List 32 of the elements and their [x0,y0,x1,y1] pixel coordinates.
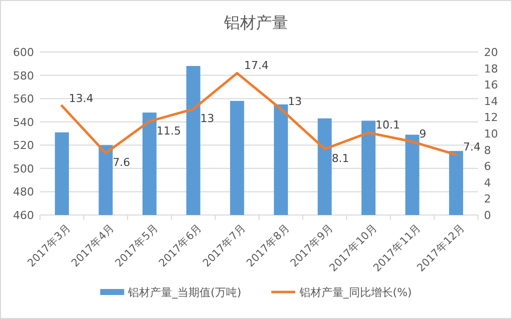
data-label: 13 [200,112,214,126]
data-label: 7.4 [463,140,481,154]
y2-tick-label: 6 [484,160,491,174]
y2-tick-label: 4 [484,176,491,190]
y2-tick-label: 2 [484,192,491,206]
y-tick-label: 520 [13,139,34,152]
y-tick-label: 480 [13,186,34,199]
data-label: 13 [288,95,302,108]
y2-tick-label: 12 [484,111,498,124]
y2-tick-label: 18 [484,62,498,76]
y-tick-label: 600 [13,46,34,59]
data-label: 17.4 [244,59,269,72]
y-tick-label: 460 [13,209,34,222]
data-label: 8.1 [332,152,350,165]
y-tick-label: 580 [13,69,34,82]
y2-tick-label: 0 [484,209,491,222]
legend-label: 铝材产量_同比增长(%) [298,286,412,299]
data-label: 10.1 [376,118,400,132]
y2-tick-label: 14 [484,94,498,108]
data-label: 9 [419,128,426,141]
data-label: 11.5 [156,124,181,138]
y-tick-label: 500 [13,162,34,176]
data-label: 7.6 [112,156,130,170]
y2-tick-label: 8 [484,144,491,157]
y2-tick-label: 20 [484,46,498,59]
y-tick-label: 560 [13,92,34,106]
y2-tick-label: 10 [484,128,498,140]
y2-tick-label: 16 [484,78,498,92]
chart-title: 铝材产量 [223,13,288,32]
legend-label: 铝材产量_当期值(万吨) [127,286,242,299]
y-tick-label: 540 [13,116,34,129]
data-label: 13.4 [68,92,94,105]
